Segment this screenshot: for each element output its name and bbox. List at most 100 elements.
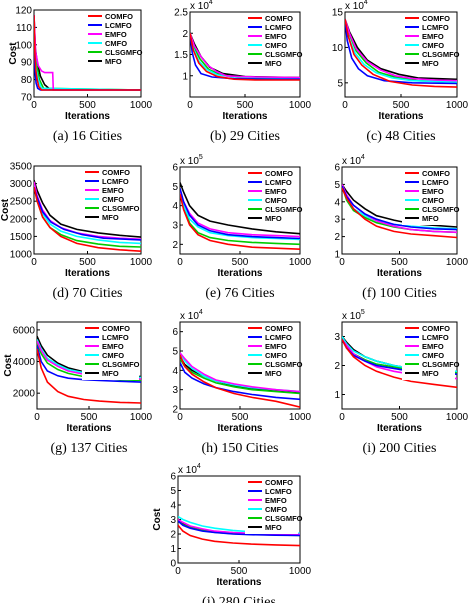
series-line-comfo [180,193,300,250]
panel-caption: (i) 200 Cities [363,441,437,456]
y-tick-label: 3000 [10,179,33,190]
legend-entry: CLSGMFO [422,50,460,59]
y-axis-label: Cost [3,354,14,377]
legend-entry: EMFO [102,186,124,195]
legend-entry: LCMFO [265,487,292,496]
legend-entry: CMFO [265,351,287,360]
x-tick-label: 1000 [130,257,153,268]
x-axis-label: Iterations [377,268,422,279]
y-tick-label: 3 [170,515,176,526]
series-line-emfo [34,15,141,91]
legend-entry: LCMFO [265,23,292,32]
x-tick-label: 500 [79,100,96,111]
y-tick-label: 2 [334,232,340,243]
y-tick-label: 1 [334,390,340,401]
legend-box [245,168,298,225]
legend-entry: MFO [105,57,122,66]
y-tick-label: 1 [334,250,340,261]
x-tick-label: 0 [31,100,37,111]
panel-caption: (b) 29 Cities [210,129,280,144]
chart-panel-1: 70 80 90 100 110 120 0 500 1000 Iterations Cost COM… [8,6,153,145]
y-tick-label: 5 [172,182,178,193]
x-tick-label: 0 [177,257,183,268]
legend-box [82,167,139,224]
x-axis-label: Iterations [66,423,111,434]
y-exponent-value: 4 [197,463,201,470]
x-tick-label: 1000 [289,566,312,577]
y-tick-label: 2 [334,361,340,372]
y-tick-label: 2 [170,530,176,541]
y-tick-label: 5 [334,180,340,191]
y-exponent-label: x 104 [345,0,368,12]
legend-entry: EMFO [422,342,444,351]
legend-box [85,11,139,68]
panel-caption: (c) 48 Cities [366,129,435,144]
y-axis-label: Cost [8,42,19,65]
legend-entry: MFO [102,213,119,222]
y-exponent-value: 5 [361,309,365,316]
legend-entry: COMFO [105,12,133,21]
legend-entry: CLSGMFO [265,50,303,59]
y-exponent-value: 4 [361,154,365,161]
y-tick-label: 3500 [10,162,33,173]
series-line-comfo [37,348,141,404]
y-tick-label: 1 [182,71,188,82]
legend-entry: LCMFO [265,333,292,342]
chart-panel-7: 2000 4000 6000 0 500 1000 Iterations Cost COMFOL… [3,321,153,456]
chart-panel-8: 2 3 4 5 6 0 500 1000 Iterations x 104 COMFOLCMFOEM… [172,309,311,456]
legend-entry: MFO [265,523,282,532]
y-axis-label: Cost [0,198,11,221]
x-axis-label: Iterations [377,423,422,434]
x-tick-label: 1000 [130,412,153,423]
series-line-cmfo [180,191,300,241]
legend-entry: CMFO [265,41,287,50]
y-tick-label: 4 [172,366,178,377]
legend-entry: CLSGMFO [102,204,140,213]
legend-entry: EMFO [265,32,287,41]
chart-panel-4: 1000 1500 2000 2500 3000 3500 0 500 1000 Iteratio… [0,162,153,302]
y-exponent-label: x 104 [178,463,201,476]
legend-entry: LCMFO [422,178,449,187]
legend-entry: CLSGMFO [102,360,140,369]
y-tick-label: 6 [334,163,340,174]
y-tick-label: 120 [15,6,32,17]
legend-entry: CLSGMFO [265,360,303,369]
x-tick-label: 0 [342,100,348,111]
chart-panel-6: 1 2 3 4 5 6 0 500 1000 Iterations x 104 COMFOLCMFOE… [334,154,468,301]
legend-entry: CLSGMFO [265,514,303,523]
legend-box [82,323,139,380]
x-tick-label: 1000 [446,100,469,111]
y-tick-label: 2 [172,240,178,251]
chart-panel-10: 0 1 2 3 4 5 6 0 500 1000 Iterations Cost x 104 COMFOL… [152,463,312,603]
x-tick-label: 0 [34,412,40,423]
y-tick-label: 3 [334,215,340,226]
x-tick-label: 500 [232,412,249,423]
legend-entry: CLSGMFO [422,205,460,214]
legend-entry: EMFO [265,342,287,351]
y-exponent-value: 4 [209,0,213,6]
legend-entry: MFO [422,369,439,378]
x-tick-label: 500 [231,566,248,577]
chart-panel-9: 1 2 3 0 500 1000 Iterations x 105 COMFOLCMFOEMFO… [334,309,468,456]
x-tick-label: 1000 [446,257,469,268]
y-tick-label: 2 [172,405,178,416]
legend-box [245,323,298,380]
legend-entry: CMFO [102,351,124,360]
x-tick-label: 500 [232,257,249,268]
series-line-lcmfo [180,188,300,240]
panel-caption: (h) 150 Cities [202,441,279,456]
chart-panel-3: 5 10 15 0 500 1000 Iterations x 104 COMFOLCMFOEM… [332,0,469,144]
legend-box [402,13,455,70]
series-line-comfo [34,186,141,252]
legend-entry: LCMFO [422,333,449,342]
series-line-mfo [180,182,300,235]
y-exponent-label: x 104 [342,154,365,167]
series-line-lcmfo [34,186,141,241]
y-tick-label: 3 [172,385,178,396]
legend-entry: COMFO [265,478,293,487]
